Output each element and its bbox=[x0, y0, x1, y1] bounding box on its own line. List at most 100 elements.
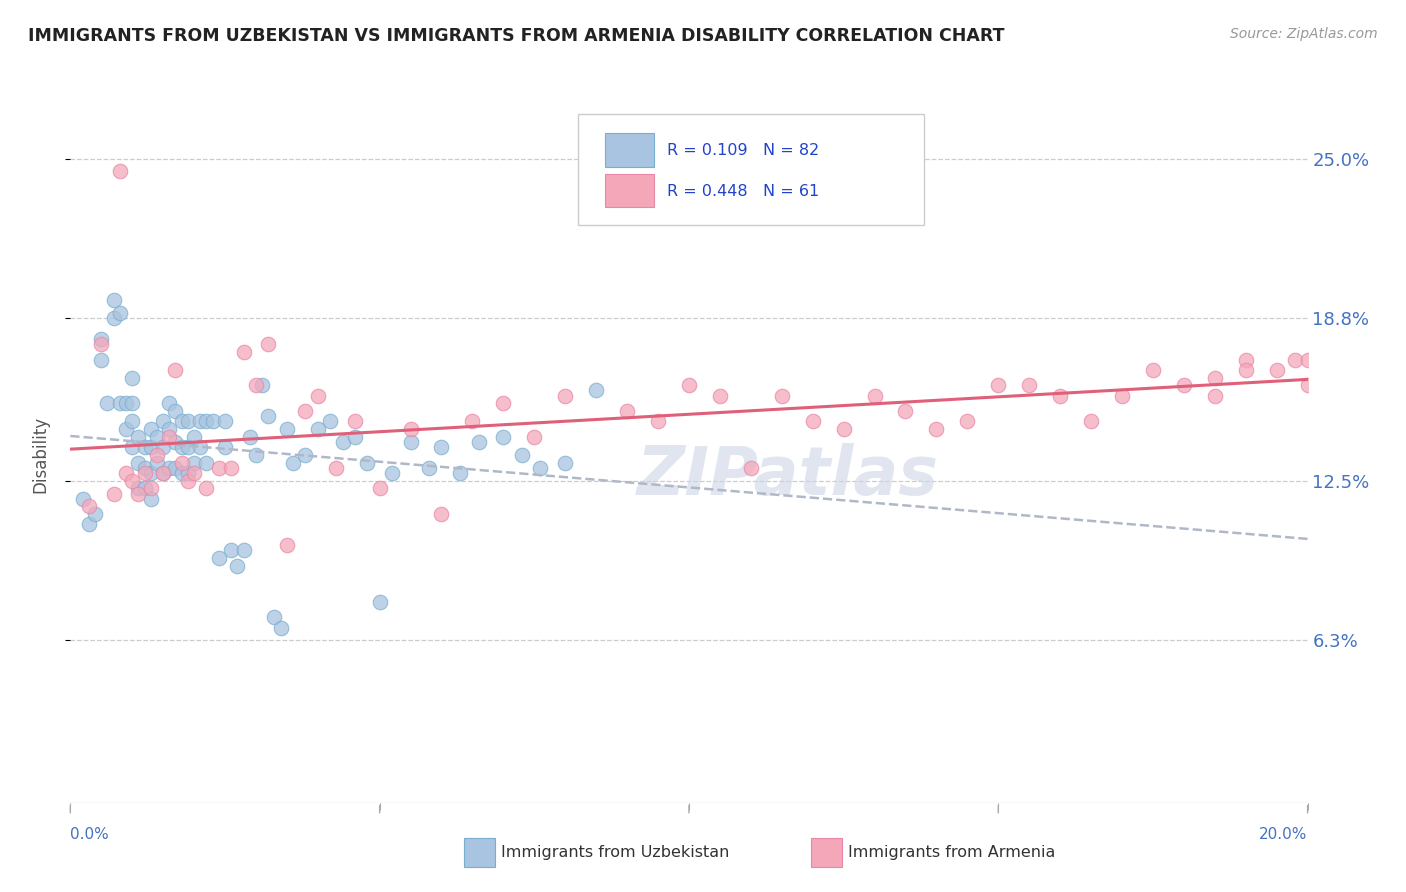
Point bbox=[307, 389, 329, 403]
Point bbox=[219, 460, 242, 475]
Point bbox=[832, 422, 855, 436]
Point bbox=[108, 164, 131, 178]
Point bbox=[139, 482, 162, 496]
Point bbox=[177, 466, 200, 480]
Text: IMMIGRANTS FROM UZBEKISTAN VS IMMIGRANTS FROM ARMENIA DISABILITY CORRELATION CHA: IMMIGRANTS FROM UZBEKISTAN VS IMMIGRANTS… bbox=[28, 27, 1005, 45]
Point bbox=[90, 332, 112, 346]
Point bbox=[232, 543, 254, 558]
Point bbox=[108, 306, 131, 320]
Point bbox=[250, 378, 273, 392]
Point bbox=[1296, 378, 1319, 392]
Point bbox=[96, 396, 118, 410]
Point bbox=[616, 404, 638, 418]
Point bbox=[381, 466, 404, 480]
Point bbox=[257, 409, 280, 424]
Point bbox=[925, 422, 948, 436]
Point bbox=[139, 466, 162, 480]
Point bbox=[263, 610, 285, 624]
Point bbox=[152, 466, 174, 480]
Point bbox=[170, 440, 193, 454]
Point bbox=[1204, 370, 1226, 384]
Point bbox=[461, 414, 484, 428]
Text: R = 0.109   N = 82: R = 0.109 N = 82 bbox=[666, 143, 818, 158]
Point bbox=[647, 414, 669, 428]
Point bbox=[195, 456, 218, 470]
Point bbox=[152, 466, 174, 480]
Point bbox=[115, 466, 138, 480]
Point bbox=[201, 414, 224, 428]
Point bbox=[801, 414, 824, 428]
Point bbox=[319, 414, 342, 428]
Point bbox=[152, 414, 174, 428]
Point bbox=[183, 430, 205, 444]
Point bbox=[84, 507, 107, 521]
Point bbox=[146, 448, 169, 462]
Point bbox=[127, 482, 149, 496]
Point bbox=[90, 352, 112, 367]
Point bbox=[368, 595, 391, 609]
Point bbox=[214, 414, 236, 428]
Point bbox=[1265, 363, 1288, 377]
Point bbox=[894, 404, 917, 418]
Point bbox=[232, 344, 254, 359]
Point bbox=[208, 551, 231, 566]
Point bbox=[183, 466, 205, 480]
Point bbox=[115, 422, 138, 436]
Point bbox=[257, 337, 280, 351]
Point bbox=[239, 430, 262, 444]
Point bbox=[294, 404, 316, 418]
Point bbox=[146, 430, 169, 444]
Y-axis label: Disability: Disability bbox=[31, 417, 49, 493]
Point bbox=[294, 448, 316, 462]
Point bbox=[77, 500, 100, 514]
Point bbox=[270, 621, 292, 635]
Point bbox=[770, 389, 793, 403]
Point bbox=[281, 456, 304, 470]
Point bbox=[165, 435, 187, 450]
Point bbox=[343, 430, 366, 444]
Point bbox=[219, 543, 242, 558]
Point bbox=[1049, 389, 1071, 403]
Point bbox=[121, 414, 143, 428]
Point bbox=[332, 435, 354, 450]
Point bbox=[418, 460, 440, 475]
Point bbox=[1284, 352, 1306, 367]
Point bbox=[195, 414, 218, 428]
Text: Immigrants from Armenia: Immigrants from Armenia bbox=[848, 846, 1054, 860]
Point bbox=[121, 370, 143, 384]
Point bbox=[987, 378, 1010, 392]
Point bbox=[356, 456, 378, 470]
Point bbox=[214, 440, 236, 454]
Text: Immigrants from Uzbekistan: Immigrants from Uzbekistan bbox=[501, 846, 728, 860]
Point bbox=[492, 396, 515, 410]
Point bbox=[245, 378, 267, 392]
Point bbox=[103, 311, 125, 326]
Point bbox=[157, 422, 180, 436]
Point bbox=[740, 460, 762, 475]
Point bbox=[115, 396, 138, 410]
Point bbox=[139, 491, 162, 506]
Point bbox=[170, 456, 193, 470]
Point bbox=[103, 486, 125, 500]
Point bbox=[1111, 389, 1133, 403]
Point bbox=[1234, 352, 1257, 367]
Point bbox=[121, 474, 143, 488]
Point bbox=[127, 486, 149, 500]
Point bbox=[127, 430, 149, 444]
Point bbox=[90, 337, 112, 351]
Point bbox=[77, 517, 100, 532]
Point bbox=[863, 389, 886, 403]
FancyBboxPatch shape bbox=[578, 114, 924, 226]
Point bbox=[523, 430, 546, 444]
Point bbox=[139, 440, 162, 454]
Point bbox=[1018, 378, 1040, 392]
Bar bbox=[605, 174, 654, 207]
Point bbox=[188, 414, 211, 428]
Point bbox=[146, 456, 169, 470]
Point bbox=[430, 507, 453, 521]
Point bbox=[152, 440, 174, 454]
Point bbox=[276, 422, 298, 436]
Point bbox=[325, 460, 347, 475]
Point bbox=[72, 491, 94, 506]
Point bbox=[1142, 363, 1164, 377]
